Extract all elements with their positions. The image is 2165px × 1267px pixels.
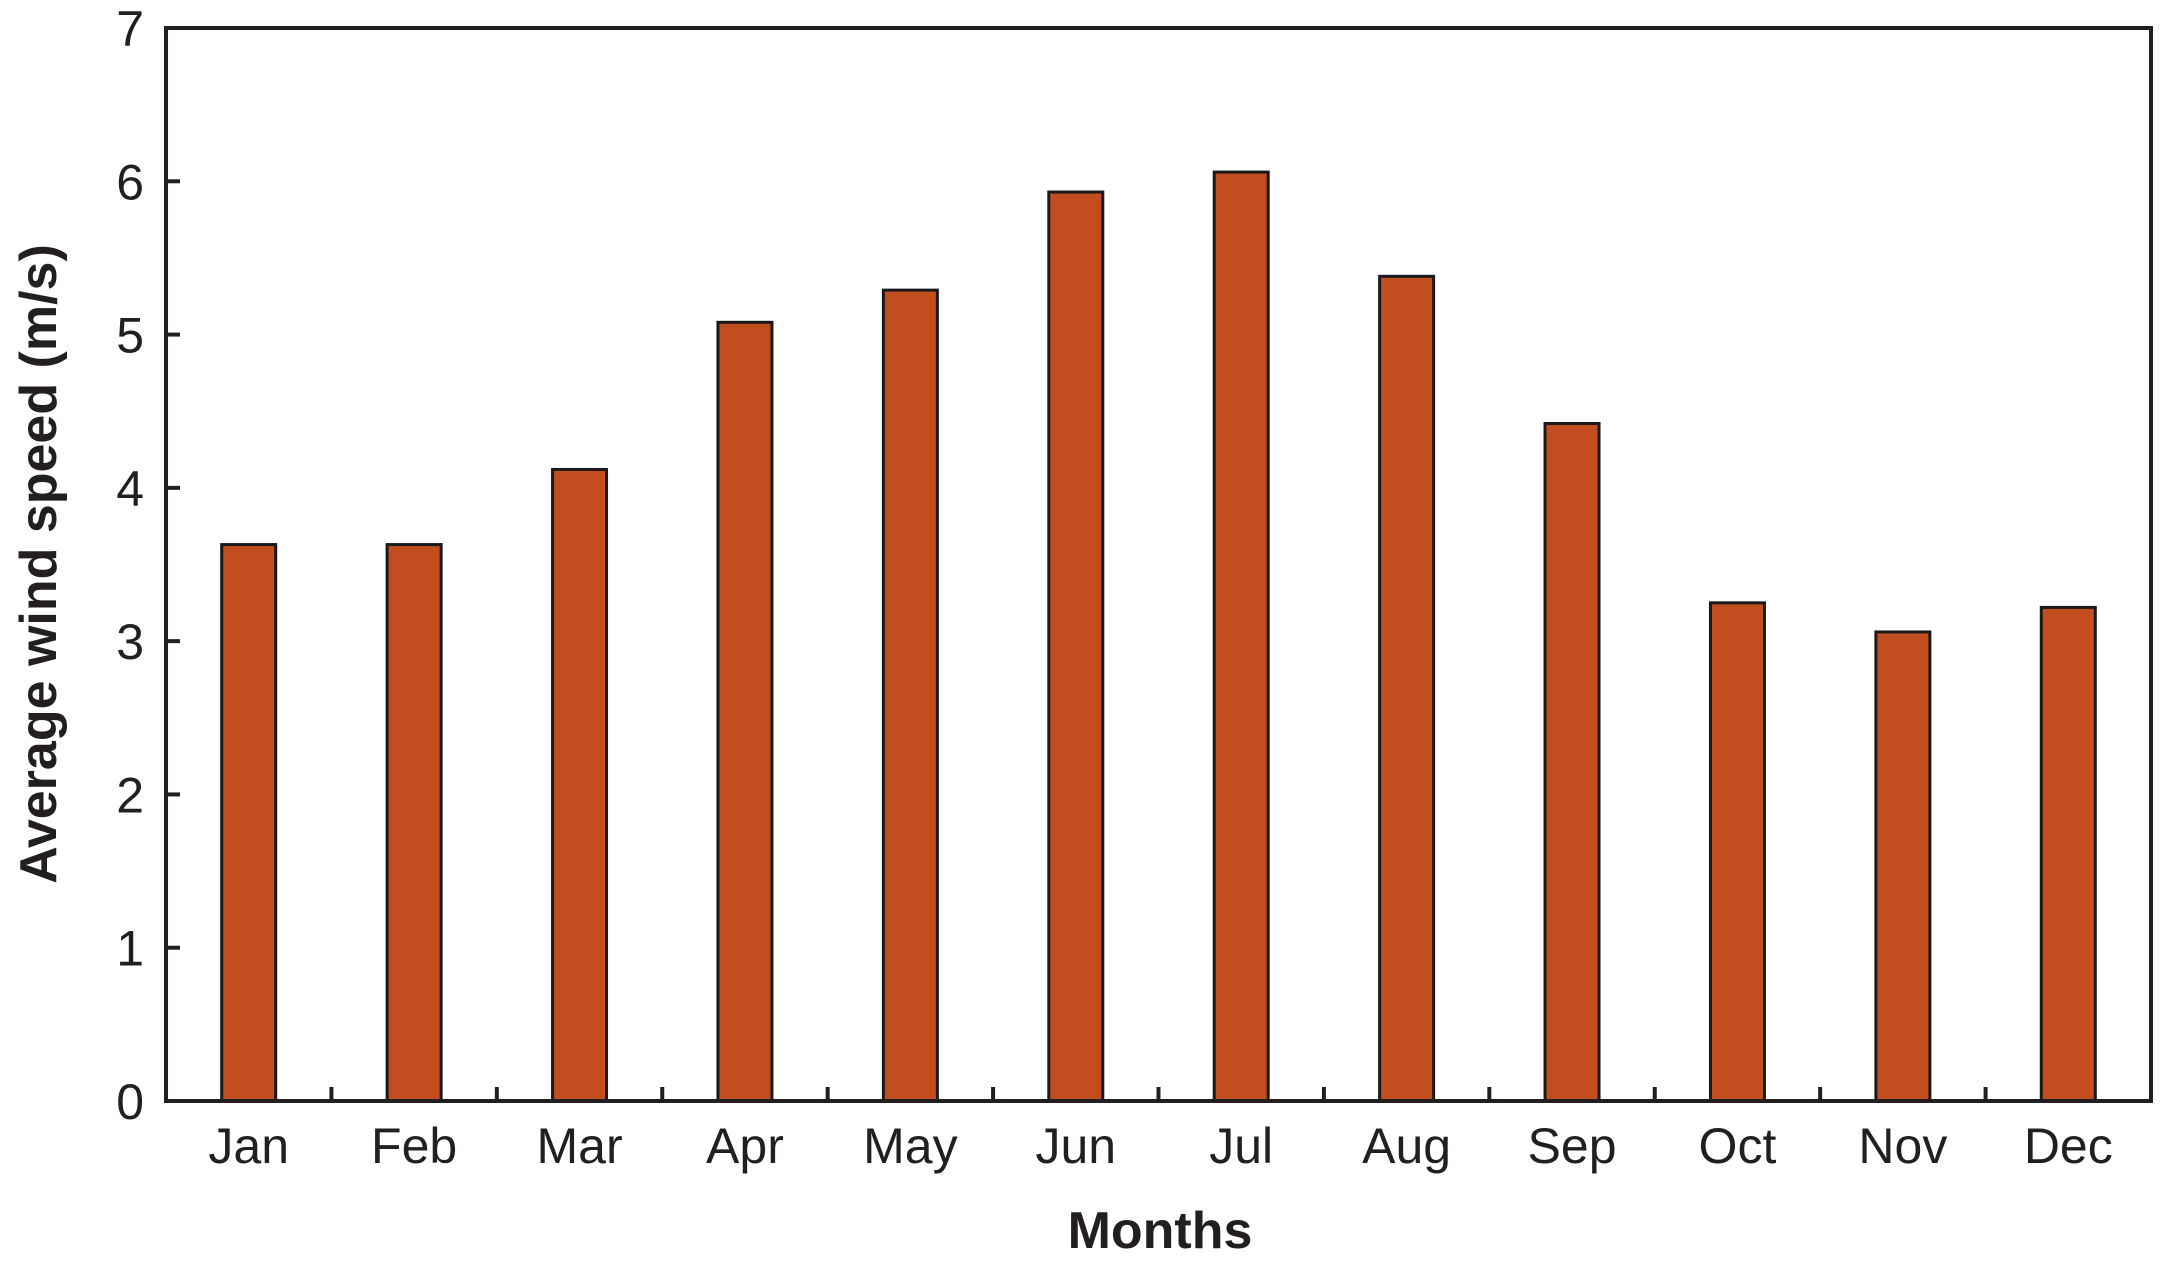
bar-apr (716, 320, 774, 1103)
x-tick-label-sep: Sep (1528, 1118, 1617, 1174)
bar-oct (1708, 601, 1766, 1103)
x-tick-label-jan: Jan (208, 1118, 289, 1174)
bar-may (881, 288, 939, 1103)
x-tick-label-apr: Apr (706, 1118, 784, 1174)
y-tick-label: 7 (116, 1, 144, 57)
y-tick-label: 4 (116, 461, 144, 517)
y-tick-label: 0 (116, 1074, 144, 1130)
x-tick-label-dec: Dec (2024, 1118, 2113, 1174)
x-tick-label-mar: Mar (536, 1118, 622, 1174)
y-axis-title: Average wind speed (m/s) (10, 244, 68, 884)
y-tick-label: 6 (116, 154, 144, 210)
bar-jul (1212, 170, 1270, 1103)
ticks-layer (166, 179, 1988, 1101)
x-tick-label-oct: Oct (1699, 1118, 1777, 1174)
bar-sep (1543, 421, 1601, 1103)
x-tick-label-nov: Nov (1858, 1118, 1947, 1174)
bar-nov (1874, 630, 1932, 1103)
x-tick-label-aug: Aug (1362, 1118, 1451, 1174)
bar-aug (1378, 274, 1436, 1103)
plot-frame (164, 26, 2153, 1103)
bar-jan (220, 543, 278, 1103)
bar-jun (1047, 190, 1105, 1103)
y-tick-label: 3 (116, 614, 144, 670)
y-tick-label: 1 (116, 921, 144, 977)
y-tick-label: 2 (116, 767, 144, 823)
bar-mar (551, 467, 609, 1103)
bar-dec (2039, 605, 2097, 1103)
y-tick-label: 5 (116, 308, 144, 364)
x-tick-label-feb: Feb (371, 1118, 457, 1174)
labels-layer: 0 1 2 3 4 5 6 7 Jan Feb Mar Apr May Jun Jul Aug Sep Oct No… (116, 1, 2113, 1174)
bar-feb (385, 543, 443, 1103)
x-axis-title: Months (1068, 1202, 1253, 1260)
x-tick-label-may: May (863, 1118, 957, 1174)
bars-layer (220, 170, 2097, 1103)
x-tick-label-jun: Jun (1035, 1118, 1116, 1174)
x-tick-label-jul: Jul (1209, 1118, 1273, 1174)
